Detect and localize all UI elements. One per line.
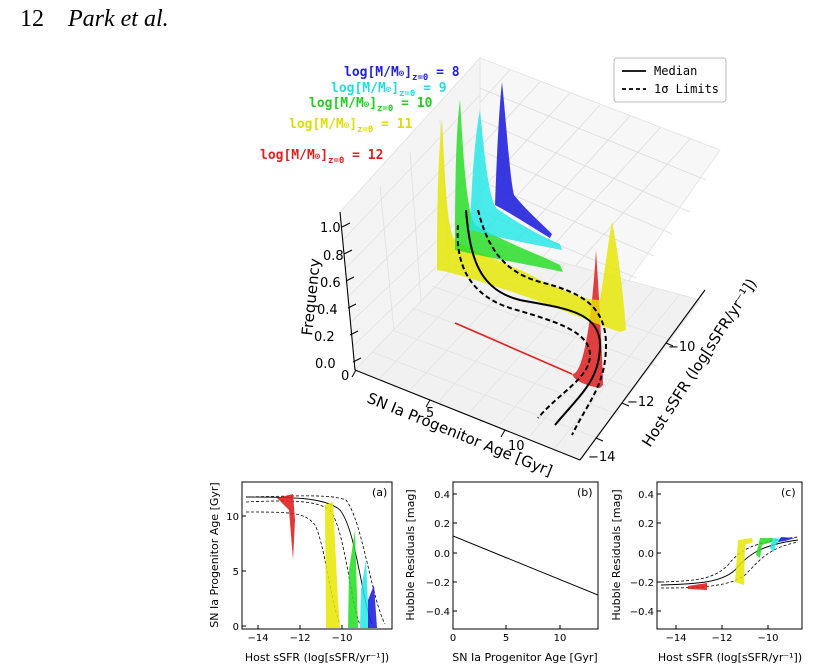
panel-a-xtick-0: −14 bbox=[247, 633, 268, 644]
z-tick-2: 0.4 bbox=[317, 303, 338, 318]
mass-label-10: log[M/M⊙]z=0 = 10 bbox=[309, 96, 433, 114]
panel-a-ylabel: SN Ia Progenitor Age [Gyr] bbox=[208, 482, 221, 627]
panel-b-trend-line bbox=[453, 535, 598, 596]
panel-b-xtick-1: 5 bbox=[503, 633, 509, 644]
z-tick-5: 1.0 bbox=[320, 221, 341, 236]
median-curve bbox=[465, 209, 602, 426]
panel-c-xlabel: Host sSFR (log[sSFR/yr⁻¹]) bbox=[658, 651, 802, 664]
running-head-authors: Park et al. bbox=[68, 6, 169, 32]
mass-label-9: log[M/M⊙]z=0 = 9 bbox=[331, 81, 447, 99]
panel-c-xtick-1: −12 bbox=[711, 633, 732, 644]
panel-c-ytick-4: −0.4 bbox=[630, 607, 654, 618]
legend-limits-label: 1σ Limits bbox=[654, 82, 719, 96]
panel-a-xlabel: Host sSFR (log[sSFR/yr⁻¹]) bbox=[245, 651, 389, 664]
mass-label-8: log[M/M⊙]z=0 = 8 bbox=[344, 65, 460, 83]
panel-c-ylabel: Hubble Residuals [mag] bbox=[610, 489, 623, 620]
panel-c-ytick-1: 0.2 bbox=[638, 519, 654, 530]
lower-sigma-curve bbox=[456, 224, 592, 419]
z-axis-label: Frequency bbox=[298, 257, 324, 336]
x-axis-ticks bbox=[351, 369, 506, 438]
panel-a-ytick-1: 5 bbox=[233, 567, 239, 578]
panel-c-ytick-0: 0.4 bbox=[638, 490, 654, 501]
mass-label-11: log[M/M⊙]z=0 = 11 bbox=[289, 117, 413, 135]
panel-b-ylabel: Hubble Residuals [mag] bbox=[404, 489, 417, 620]
page-header: 12 Park et al. bbox=[20, 6, 169, 33]
panel-b-ytick-4: −0.4 bbox=[426, 607, 450, 618]
panel-a-ytick-2: 10 bbox=[226, 512, 239, 523]
z-axis-tick-labels: 0.0 0.2 0.4 0.6 0.8 1.0 bbox=[314, 221, 344, 372]
x-axis-tick-labels: 0 5 10 bbox=[341, 369, 525, 454]
panel-b-xlabel: SN Ia Progenitor Age [Gyr] bbox=[452, 651, 597, 664]
panel-a-ytick-0: 0 bbox=[233, 622, 239, 633]
panel-b-xtick-2: 10 bbox=[554, 633, 567, 644]
ridge-m8 bbox=[495, 82, 552, 238]
z-axis-ticks bbox=[341, 222, 362, 363]
y-tick-1: −12 bbox=[627, 395, 654, 410]
x-tick-0: 0 bbox=[341, 369, 349, 384]
upper-sigma-curve bbox=[477, 209, 608, 436]
panel-a-xtick-2: −10 bbox=[331, 633, 352, 644]
z-axis-line bbox=[339, 211, 356, 371]
panel-c-xtick-0: −14 bbox=[665, 633, 686, 644]
z-tick-4: 0.8 bbox=[323, 249, 344, 264]
panel-c-xtick-2: −10 bbox=[757, 633, 778, 644]
mass-labels: log[M/M⊙]z=0 = 8 log[M/M⊙]z=0 = 9 log[M/… bbox=[260, 65, 460, 166]
panel-b-ytick-3: −0.2 bbox=[426, 578, 450, 589]
z-tick-0: 0.0 bbox=[315, 357, 336, 372]
z-tick-3: 0.6 bbox=[320, 276, 341, 291]
legend: Median 1σ Limits bbox=[613, 57, 727, 103]
ridge-m12 bbox=[454, 250, 603, 388]
x-axis-line bbox=[354, 369, 581, 461]
panel-c-ytick-2: 0.0 bbox=[638, 549, 654, 560]
panel-b-ytick-1: 0.2 bbox=[434, 519, 450, 530]
y-tick-2: −14 bbox=[588, 450, 615, 465]
panel-c: −14 −12 −10 0.4 0.2 0.0 −0.2 −0.4 (c) Ho… bbox=[610, 481, 803, 664]
ridge-m9 bbox=[470, 110, 562, 250]
legend-median-label: Median bbox=[654, 64, 697, 78]
panel-b-tag: (b) bbox=[577, 486, 593, 499]
panel-a-xtick-1: −12 bbox=[289, 633, 310, 644]
y-axis-ticks bbox=[595, 342, 674, 442]
panel-b-ytick-2: 0.0 bbox=[434, 549, 450, 560]
x-tick-2: 10 bbox=[508, 439, 525, 454]
panel-b-xtick-0: 0 bbox=[450, 633, 456, 644]
panel-c-tag: (c) bbox=[781, 486, 796, 499]
z-tick-1: 0.2 bbox=[314, 330, 335, 345]
panel-c-ytick-3: −0.2 bbox=[630, 578, 654, 589]
panel-b-ytick-0: 0.4 bbox=[434, 490, 450, 501]
y-axis-line bbox=[579, 289, 706, 461]
y-axis-tick-labels: −10 −12 −14 bbox=[588, 340, 695, 465]
page-number: 12 bbox=[20, 6, 44, 32]
x-tick-1: 5 bbox=[426, 406, 434, 421]
panel-a-tag: (a) bbox=[372, 486, 387, 499]
panel-b: 0 5 10 0.4 0.2 0.0 −0.2 −0.4 (b) SN Ia P… bbox=[404, 481, 599, 664]
y-tick-0: −10 bbox=[668, 340, 695, 355]
mass-label-12: log[M/M⊙]z=0 = 12 bbox=[260, 148, 383, 166]
panel-a: −14 −12 −10 0 5 10 (a) Host sSFR (log[sS… bbox=[208, 481, 393, 664]
main-3d-plot: 0.0 0.2 0.4 0.6 0.8 1.0 Frequency 0 5 10… bbox=[260, 56, 761, 480]
